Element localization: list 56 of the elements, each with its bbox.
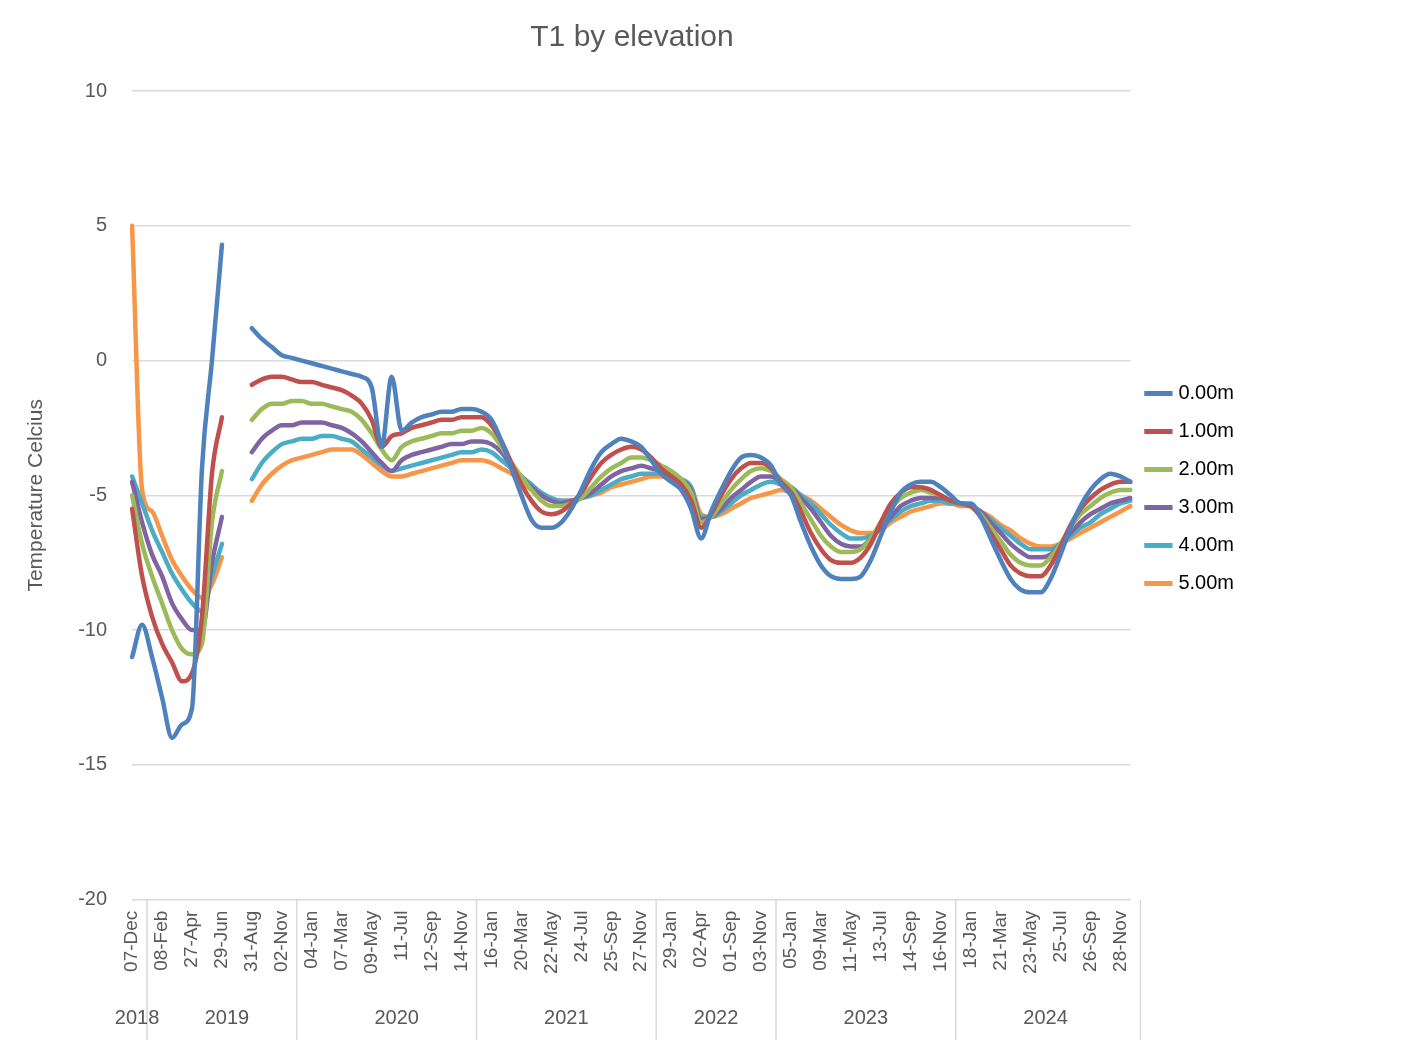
y-tick-label: 5: [95, 213, 108, 236]
legend-label: 1.00m: [1178, 419, 1235, 442]
x-tick-label: 16-Jan: [479, 910, 501, 969]
y-tick-label: -15: [78, 752, 108, 775]
text: 2019: [204, 1005, 250, 1028]
x-tick-label: 16-Nov: [928, 910, 950, 972]
x-tick-label: 27-Nov: [629, 910, 651, 972]
legend-label: 3.00m: [1178, 495, 1235, 518]
legend-label: 5.00m: [1178, 571, 1235, 594]
x-tick-label: 13-Jul: [869, 910, 891, 963]
x-tick-label: 08-Feb: [150, 910, 172, 971]
x-tick-label: 21-Mar: [988, 909, 1010, 971]
text: 2021: [544, 1005, 589, 1028]
x-tick-label: 22-May: [539, 910, 561, 974]
x-tick-label: 20-Mar: [509, 909, 531, 971]
x-tick-label: 14-Sep: [899, 910, 921, 972]
x-tick-label: 23-May: [1018, 910, 1040, 974]
text: 2024: [1023, 1005, 1068, 1028]
legend-label: 4.00m: [1178, 533, 1235, 556]
text: 2018: [114, 1005, 160, 1028]
x-tick-label: 25-Sep: [599, 910, 621, 972]
x-tick-label: 09-May: [359, 910, 381, 974]
x-tick-label: 02-Nov: [270, 910, 292, 972]
x-tick-label: 07-Mar: [329, 909, 351, 971]
y-tick-label: -5: [89, 482, 108, 505]
text: 2020: [374, 1005, 419, 1028]
legend-label: 2.00m: [1178, 457, 1235, 480]
x-tick-label: 11-May: [839, 910, 861, 973]
chart-title: T1 by elevation: [530, 19, 734, 53]
x-tick-label: 14-Nov: [449, 910, 471, 972]
x-tick-label: 24-Jul: [569, 910, 591, 963]
y-tick-label: -20: [78, 887, 108, 910]
y-tick-label: 0: [95, 348, 108, 371]
y-tick-label: -10: [78, 617, 108, 640]
x-tick-label: 05-Jan: [779, 910, 801, 969]
x-tick-label: 29-Jan: [659, 910, 681, 969]
x-tick-label: 12-Sep: [419, 910, 441, 972]
x-tick-label: 11-Jul: [389, 910, 411, 961]
x-tick-label: 04-Jan: [300, 910, 322, 969]
y-axis-title: Temperature Celcius: [23, 399, 47, 592]
text: 2023: [843, 1005, 889, 1028]
x-tick-label: 25-Jul: [1048, 910, 1070, 963]
x-tick-label: 01-Sep: [719, 910, 741, 972]
x-tick-label: 28-Nov: [1108, 910, 1130, 972]
x-tick-label: 09-Mar: [809, 909, 831, 971]
x-tick-label: 29-Jun: [210, 910, 232, 969]
x-tick-label: 02-Apr: [689, 909, 711, 968]
text: 2022: [693, 1005, 739, 1028]
y-tick-label: 10: [84, 78, 108, 101]
x-tick-label: 26-Sep: [1078, 910, 1100, 972]
legend-label: 0.00m: [1178, 381, 1235, 404]
x-tick-label: 07-Dec: [120, 910, 142, 972]
x-tick-label: 18-Jan: [958, 910, 980, 969]
x-tick-label: 27-Apr: [180, 909, 202, 968]
x-tick-label: 31-Aug: [240, 910, 262, 972]
x-tick-label: 03-Nov: [749, 910, 771, 972]
